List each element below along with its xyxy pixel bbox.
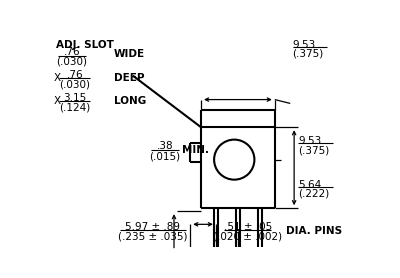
Text: (.124): (.124) [59, 103, 90, 113]
Text: .38: .38 [156, 141, 173, 151]
Text: X: X [54, 73, 61, 83]
Text: (.020 ± .002): (.020 ± .002) [213, 231, 282, 241]
Text: 5.97 ± .89: 5.97 ± .89 [125, 222, 180, 232]
Text: DIA. PINS: DIA. PINS [286, 226, 342, 236]
Text: (.375): (.375) [298, 145, 329, 155]
Text: ADJ. SLOT: ADJ. SLOT [56, 39, 114, 49]
Text: MIN.: MIN. [182, 145, 209, 155]
Text: (.375): (.375) [292, 49, 324, 59]
Text: WIDE: WIDE [114, 49, 145, 59]
Text: .76: .76 [66, 70, 83, 80]
Text: 3.15: 3.15 [63, 93, 86, 103]
Text: (.222): (.222) [298, 189, 329, 199]
Text: .76: .76 [63, 47, 80, 57]
Text: .51 ± .05: .51 ± .05 [224, 222, 272, 232]
Text: DEEP: DEEP [114, 73, 144, 83]
Text: X: X [54, 96, 61, 106]
Text: (.235 ± .035): (.235 ± .035) [118, 231, 187, 241]
Text: 9.53: 9.53 [298, 136, 321, 146]
Circle shape [214, 140, 254, 180]
Text: (.030): (.030) [59, 80, 90, 90]
Text: 5.64: 5.64 [298, 180, 321, 190]
Text: (.030): (.030) [56, 56, 87, 66]
Text: 9.53: 9.53 [292, 39, 316, 49]
Text: (.015): (.015) [149, 151, 180, 161]
Text: LONG: LONG [114, 96, 146, 106]
